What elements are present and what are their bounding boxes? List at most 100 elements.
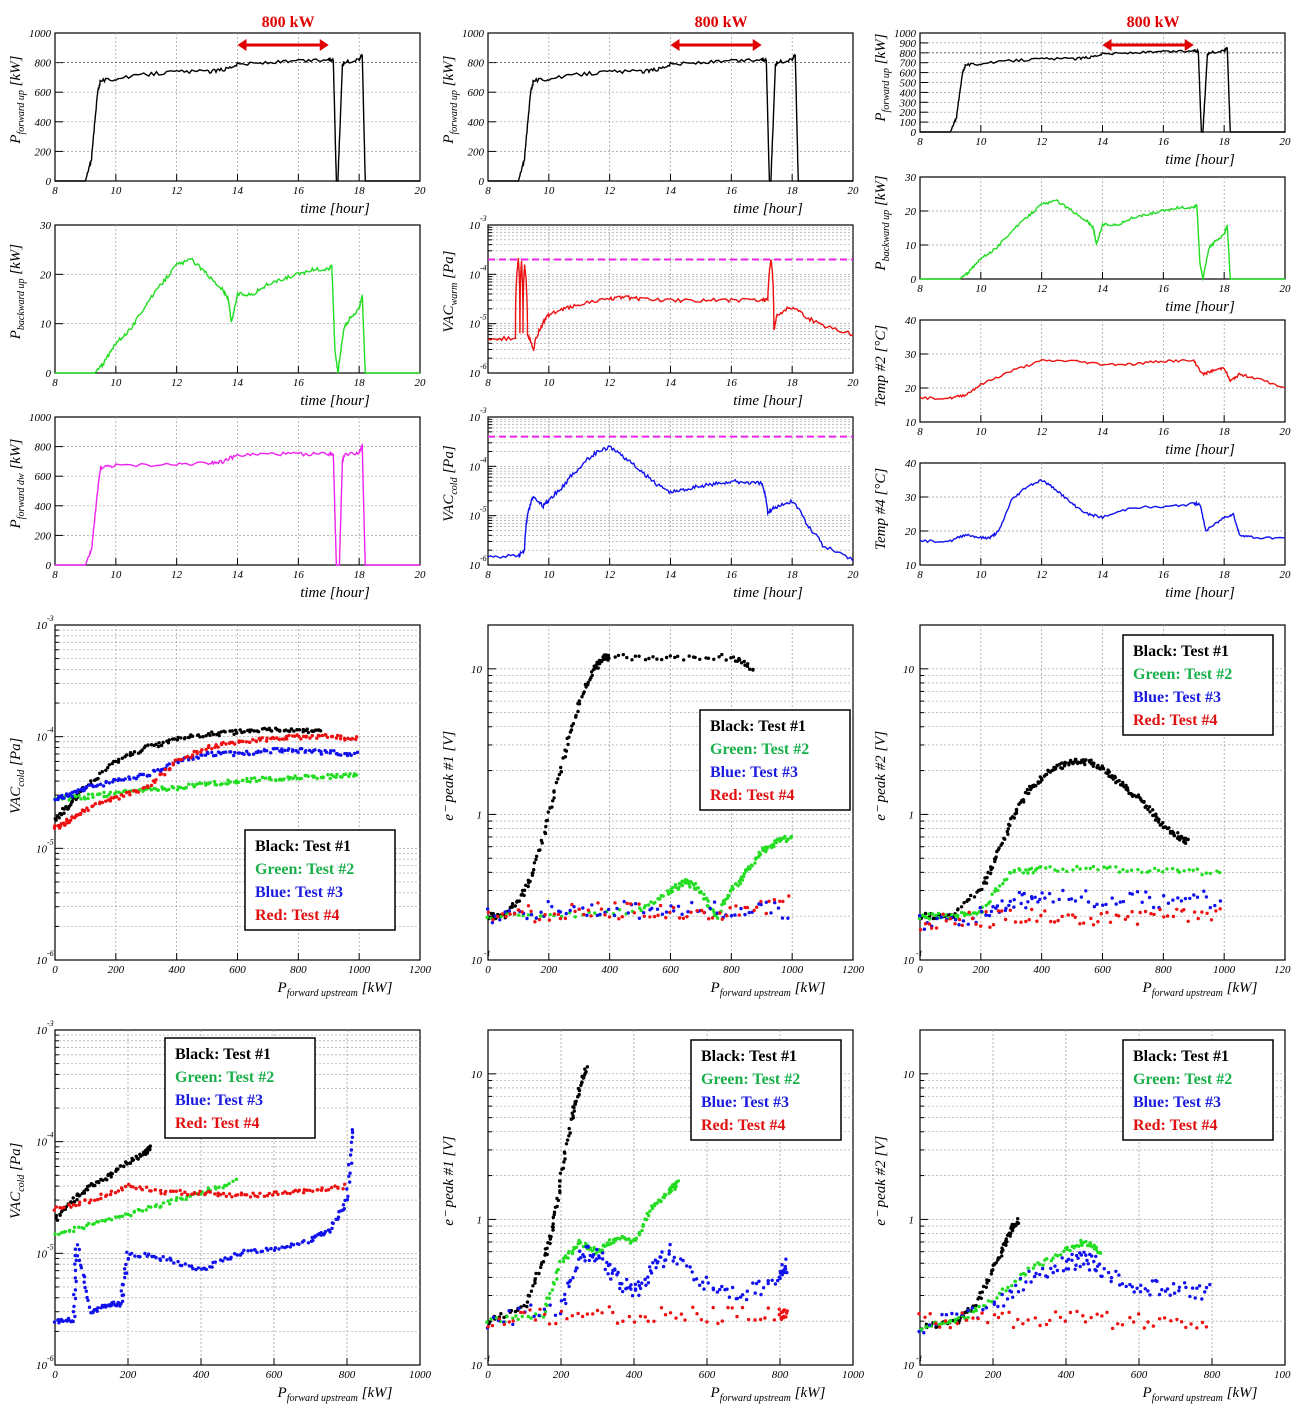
series-black-point (571, 1114, 575, 1118)
series-blue-point (214, 753, 218, 758)
series-red-point (74, 1203, 78, 1208)
series-blue-point (107, 781, 112, 785)
series-blue-point (1179, 899, 1184, 903)
series-green-point (738, 881, 743, 886)
series-blue-point (615, 906, 619, 911)
series-black-point (553, 1205, 558, 1210)
series-black-point (1062, 764, 1067, 768)
series-red-point (159, 772, 164, 776)
series-black-point (563, 1157, 567, 1161)
series-blue-point (706, 1281, 710, 1285)
series-black-point (962, 901, 966, 905)
series-black-point (105, 1178, 109, 1182)
series-red-point (711, 1305, 715, 1310)
series-black-point (596, 666, 600, 670)
series-red-point (317, 734, 322, 738)
series-blue-point (643, 1277, 647, 1282)
series-red-point (671, 905, 676, 910)
series-red-point (308, 736, 312, 740)
series-green-point (1019, 1272, 1023, 1277)
series-blue-point (348, 1180, 352, 1184)
series-green-point (618, 1237, 622, 1241)
series-red-point (274, 1190, 278, 1194)
series-green-point (1177, 870, 1182, 874)
series-blue-point (922, 1331, 926, 1335)
label-main: P (277, 980, 287, 996)
series-red-point (198, 1189, 202, 1194)
y-tick-label: 10 (469, 368, 481, 380)
series-green-point (77, 794, 81, 798)
series-blue-point (629, 1283, 633, 1287)
series-black-point (1147, 805, 1152, 809)
series-black-point (602, 653, 606, 657)
series-blue-point (1095, 1264, 1100, 1269)
series-blue-point (1066, 1257, 1071, 1262)
series-red-point (938, 1325, 942, 1329)
series-blue-point (770, 1278, 774, 1283)
series-blue-point (280, 750, 284, 754)
series-green-point (1204, 871, 1209, 875)
series-red-point (586, 908, 591, 912)
series-red-point (1016, 1317, 1020, 1322)
series-blue-point (61, 1319, 65, 1323)
series-blue-point (1024, 906, 1028, 910)
series-blue-point (349, 753, 353, 757)
series-blue-point (1148, 1293, 1152, 1297)
series-blue-point (114, 1303, 118, 1308)
series-red-point (277, 737, 281, 742)
series-blue-point (169, 1258, 173, 1262)
series-blue-point (1074, 1263, 1078, 1267)
series-red-point (787, 894, 791, 898)
series-green-point (939, 1322, 943, 1326)
series-green-point (132, 1209, 137, 1214)
series-green-point (74, 794, 78, 799)
series-blue-point (1082, 1250, 1086, 1255)
series-blue-point (609, 1277, 613, 1281)
series-blue-point (1177, 1285, 1182, 1290)
label-sub: cold (16, 1174, 27, 1192)
series-black-point (980, 887, 984, 892)
y-tick-exponent: -5 (47, 837, 54, 846)
series-blue-point (784, 1257, 788, 1261)
series-black-point (572, 1105, 576, 1110)
series-blue-point (603, 1267, 607, 1272)
y-tick-label: 10 (36, 843, 48, 855)
y-tick-exponent: -3 (47, 614, 54, 623)
series-blue-point (778, 1276, 782, 1281)
series-red-point (1169, 1319, 1173, 1323)
series-red-point (354, 735, 359, 739)
series-blue-point (321, 1233, 326, 1237)
series-green-point (690, 881, 694, 885)
series-red-point (652, 914, 657, 919)
series-blue-point (96, 783, 100, 787)
series-black-point (183, 736, 187, 740)
series-red-point (122, 794, 126, 798)
series-blue-point (733, 913, 737, 917)
series-green-point (725, 896, 730, 900)
series-green-point (643, 904, 648, 908)
legend-box (1122, 1039, 1274, 1141)
series-black-point (569, 728, 574, 732)
series-green-point (771, 842, 775, 847)
series-blue-point (126, 1256, 130, 1261)
series-red-point (691, 1305, 695, 1310)
series-green-point (321, 775, 325, 779)
x-tick-label: 16 (726, 569, 738, 581)
series-black-point (297, 728, 302, 732)
series-blue-point (311, 1238, 315, 1243)
y-tick-label: 800 (468, 58, 485, 70)
x-tick-label: 10 (543, 569, 555, 581)
series-red-point (1003, 917, 1008, 922)
series-black-point (534, 857, 538, 862)
label-main: P (8, 330, 24, 340)
series-red-point (169, 1189, 173, 1193)
series-blue-point (927, 1323, 932, 1327)
series-green-point (326, 773, 330, 777)
series-red-point (533, 1318, 538, 1322)
series-red-point (1007, 1310, 1011, 1315)
series-blue-point (79, 1266, 84, 1270)
series-black-point (557, 772, 562, 777)
series-blue-point (568, 1278, 573, 1283)
y-tick-exponent: -5 (47, 1242, 54, 1251)
series-green-point (180, 1197, 184, 1201)
